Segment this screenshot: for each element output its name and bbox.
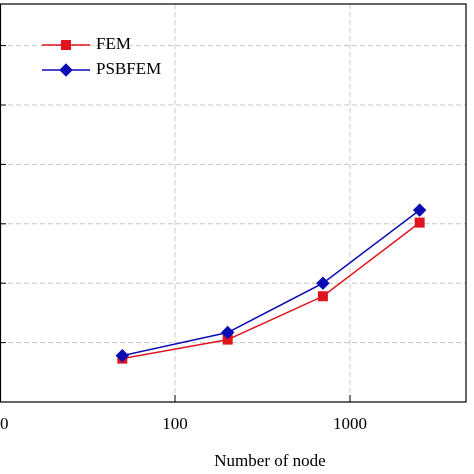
marker xyxy=(59,63,73,77)
marker xyxy=(115,348,130,363)
marker xyxy=(414,217,425,228)
x-axis-label: Number of node xyxy=(214,451,325,470)
legend-label: PSBFEM xyxy=(96,59,161,78)
marker xyxy=(316,276,330,290)
series-line xyxy=(122,209,421,357)
marker xyxy=(412,203,427,217)
x-tick-label: 10 xyxy=(0,414,9,433)
marker xyxy=(317,291,328,302)
series-line xyxy=(122,222,421,360)
x-tick-label: 100 xyxy=(162,414,188,433)
x-tick-label: 1000 xyxy=(333,414,367,433)
legend-label: FEM xyxy=(96,34,131,53)
marker xyxy=(61,40,71,50)
marker xyxy=(220,325,235,340)
plot-frame xyxy=(0,3,467,403)
